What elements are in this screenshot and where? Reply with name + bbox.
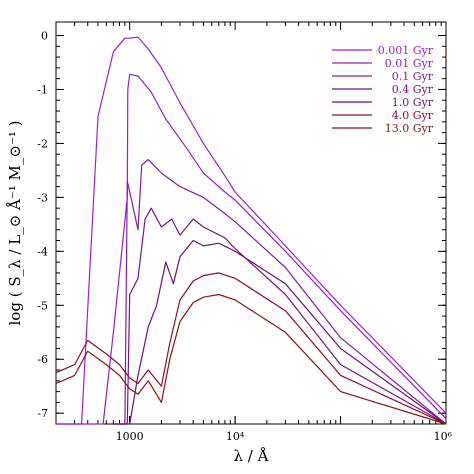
x-tick-label: 1000 (116, 430, 144, 443)
y-tick-label: -6 (37, 353, 48, 366)
series-line-4 (113, 239, 447, 425)
y-tick-label: -3 (37, 191, 48, 204)
axis-ticks: 0 -1 -2 -3 -4 -5 -6 -7 1000 10⁴ 10⁶ (37, 22, 453, 443)
series-line-1 (56, 73, 447, 425)
legend-label: 0.001 Gyr (378, 44, 434, 57)
x-tick-label: 10⁴ (226, 430, 245, 443)
y-tick-label: -5 (37, 299, 48, 312)
legend-label: 13.0 Gyr (385, 122, 434, 135)
x-tick-label: 10⁶ (434, 430, 453, 443)
series-line-0 (56, 36, 447, 425)
y-axis-label: log ( S_λ / L_⊙ Å⁻¹ M_⊙⁻¹ ) (6, 121, 24, 326)
series-line-6 (55, 293, 447, 425)
series-line-3 (113, 207, 447, 425)
x-axis-label: λ / Å (234, 447, 269, 465)
legend-label: 4.0 Gyr (392, 109, 434, 122)
series-line-5 (55, 272, 447, 425)
y-tick-label: -7 (37, 407, 48, 420)
legend-label: 0.4 Gyr (392, 83, 434, 96)
y-tick-label: 0 (41, 29, 48, 42)
series-line-2 (113, 159, 447, 425)
y-tick-label: -1 (37, 83, 48, 96)
legend-label: 1.0 Gyr (392, 96, 434, 109)
plot-frame (55, 21, 447, 425)
legend-label: 0.01 Gyr (385, 57, 434, 70)
legend-label: 0.1 Gyr (392, 70, 434, 83)
y-tick-label: -2 (37, 137, 48, 150)
y-tick-label: -4 (37, 245, 48, 258)
series-lines (55, 36, 447, 425)
